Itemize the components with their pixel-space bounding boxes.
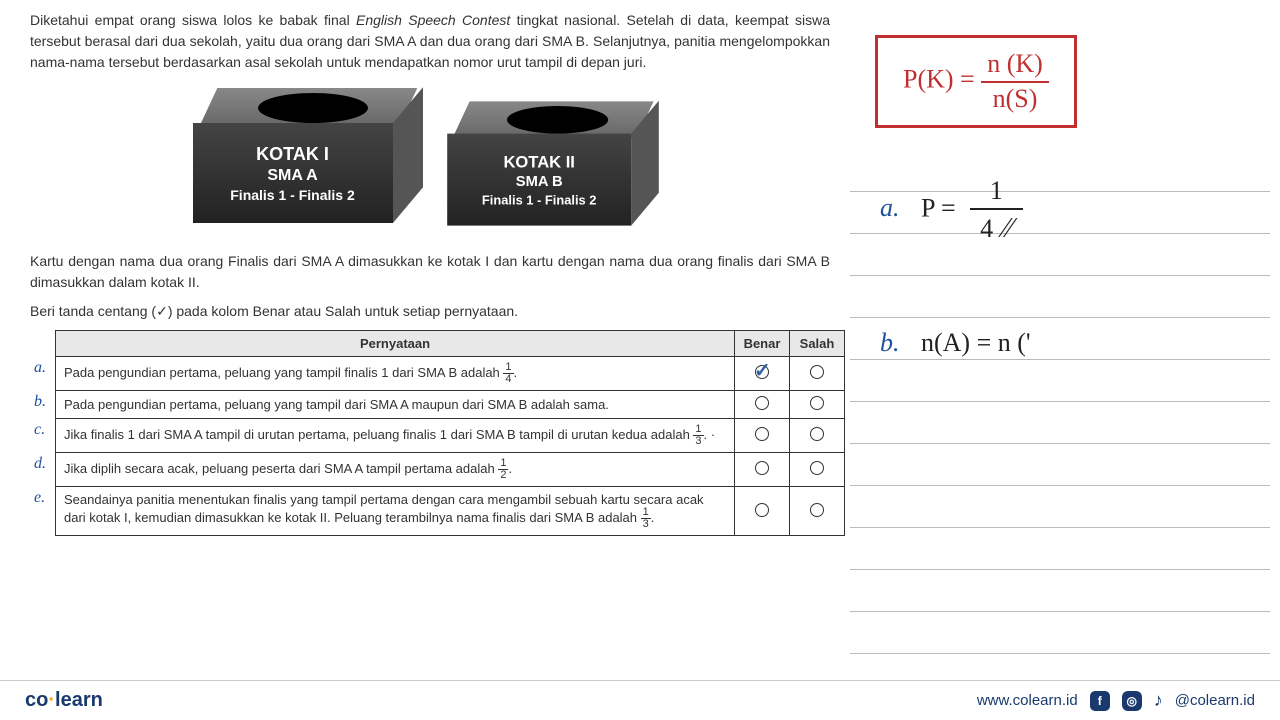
box2-school: SMA B — [447, 174, 631, 191]
statement-cell: a.Pada pengundian pertama, peluang yang … — [56, 357, 735, 391]
footer-bar: co·learn www.colearn.id f ◎ ♪ @colearn.i… — [0, 680, 1280, 720]
radio-circle[interactable] — [810, 396, 824, 410]
row-letter-label: b. — [34, 393, 46, 411]
note-b-eq: n(A) = n (' — [921, 328, 1031, 357]
footer-logo: co·learn — [25, 689, 103, 712]
statement-cell: d.Jika diplih secara acak, peluang peser… — [56, 453, 735, 487]
radio-circle[interactable] — [810, 365, 824, 379]
intro-paragraph: Diketahui empat orang siswa lolos ke bab… — [30, 10, 830, 73]
header-benar: Benar — [735, 331, 790, 357]
radio-circle[interactable] — [755, 503, 769, 517]
note-part-a: a. P = 1 4 ⁄⁄ — [880, 175, 1023, 246]
formula-denominator: n(S) — [981, 83, 1049, 114]
table-row: c.Jika finalis 1 dari SMA A tampil di ur… — [56, 419, 845, 453]
box1-school: SMA A — [193, 167, 393, 185]
radio-circle[interactable] — [755, 396, 769, 410]
note-a-den: 4 — [980, 214, 993, 243]
note-a-eq: P = — [921, 193, 956, 222]
table-row: d.Jika diplih secara acak, peluang peser… — [56, 453, 845, 487]
note-part-b: b. n(A) = n (' — [880, 328, 1031, 358]
radio-circle[interactable] — [810, 503, 824, 517]
box2-finalis: Finalis 1 - Finalis 2 — [447, 192, 631, 207]
note-a-label: a. — [880, 193, 900, 222]
probability-formula-box: P(K) = n (K) n(S) — [875, 35, 1077, 128]
instagram-icon[interactable]: ◎ — [1122, 691, 1142, 711]
row-letter-label: c. — [34, 421, 45, 439]
radio-circle[interactable] — [755, 461, 769, 475]
statement-cell: b.Pada pengundian pertama, peluang yang … — [56, 391, 735, 419]
benar-cell[interactable] — [735, 419, 790, 453]
salah-cell[interactable] — [790, 419, 845, 453]
radio-circle[interactable] — [810, 427, 824, 441]
note-a-slash: ⁄⁄ — [1003, 212, 1012, 246]
benar-cell[interactable] — [735, 487, 790, 536]
box1-title: KOTAK I — [193, 144, 393, 165]
footer-handle[interactable]: @colearn.id — [1175, 692, 1255, 709]
table-row: e.Seandainya panitia menentukan finalis … — [56, 487, 845, 536]
benar-cell[interactable] — [735, 453, 790, 487]
statement-cell: c.Jika finalis 1 dari SMA A tampil di ur… — [56, 419, 735, 453]
note-a-num: 1 — [970, 175, 1022, 210]
table-row: a.Pada pengundian pertama, peluang yang … — [56, 357, 845, 391]
header-salah: Salah — [790, 331, 845, 357]
radio-circle[interactable] — [755, 427, 769, 441]
row-letter-label: e. — [34, 489, 45, 507]
footer-url[interactable]: www.colearn.id — [977, 692, 1078, 709]
formula-left: P(K) = — [903, 65, 975, 94]
logo-dot: · — [48, 689, 55, 711]
statements-table: Pernyataan Benar Salah a.Pada pengundian… — [55, 330, 845, 536]
salah-cell[interactable] — [790, 487, 845, 536]
tiktok-icon[interactable]: ♪ — [1154, 690, 1163, 711]
logo-pre: co — [25, 689, 48, 711]
salah-cell[interactable] — [790, 453, 845, 487]
box1-finalis: Finalis 1 - Finalis 2 — [193, 187, 393, 203]
row-letter-label: a. — [34, 359, 46, 377]
radio-circle[interactable] — [755, 365, 769, 379]
header-pernyataan: Pernyataan — [56, 331, 735, 357]
footer-right: www.colearn.id f ◎ ♪ @colearn.id — [977, 690, 1255, 711]
table-row: b.Pada pengundian pertama, peluang yang … — [56, 391, 845, 419]
facebook-icon[interactable]: f — [1090, 691, 1110, 711]
salah-cell[interactable] — [790, 357, 845, 391]
instruction-text: Beri tanda centang (✓) pada kolom Benar … — [30, 303, 830, 320]
benar-cell[interactable] — [735, 357, 790, 391]
box-kotak-2: KOTAK II SMA B Finalis 1 - Finalis 2 — [447, 101, 659, 225]
box2-title: KOTAK II — [447, 152, 631, 171]
formula-numerator: n (K) — [981, 50, 1049, 83]
benar-cell[interactable] — [735, 391, 790, 419]
statements-table-wrap: Pernyataan Benar Salah a.Pada pengundian… — [55, 330, 830, 536]
note-b-label: b. — [880, 328, 900, 357]
question-panel: Diketahui empat orang siswa lolos ke bab… — [0, 0, 850, 680]
salah-cell[interactable] — [790, 391, 845, 419]
logo-post: learn — [55, 689, 103, 711]
middle-paragraph: Kartu dengan nama dua orang Finalis dari… — [30, 251, 830, 293]
radio-circle[interactable] — [810, 461, 824, 475]
box-kotak-1: KOTAK I SMA A Finalis 1 - Finalis 2 — [193, 88, 423, 223]
statement-cell: e.Seandainya panitia menentukan finalis … — [56, 487, 735, 536]
row-letter-label: d. — [34, 455, 46, 473]
boxes-illustration: KOTAK I SMA A Finalis 1 - Finalis 2 KOTA… — [30, 88, 830, 231]
handwritten-notes-panel: P(K) = n (K) n(S) a. P = 1 4 ⁄⁄ b. n(A) =… — [850, 0, 1280, 680]
